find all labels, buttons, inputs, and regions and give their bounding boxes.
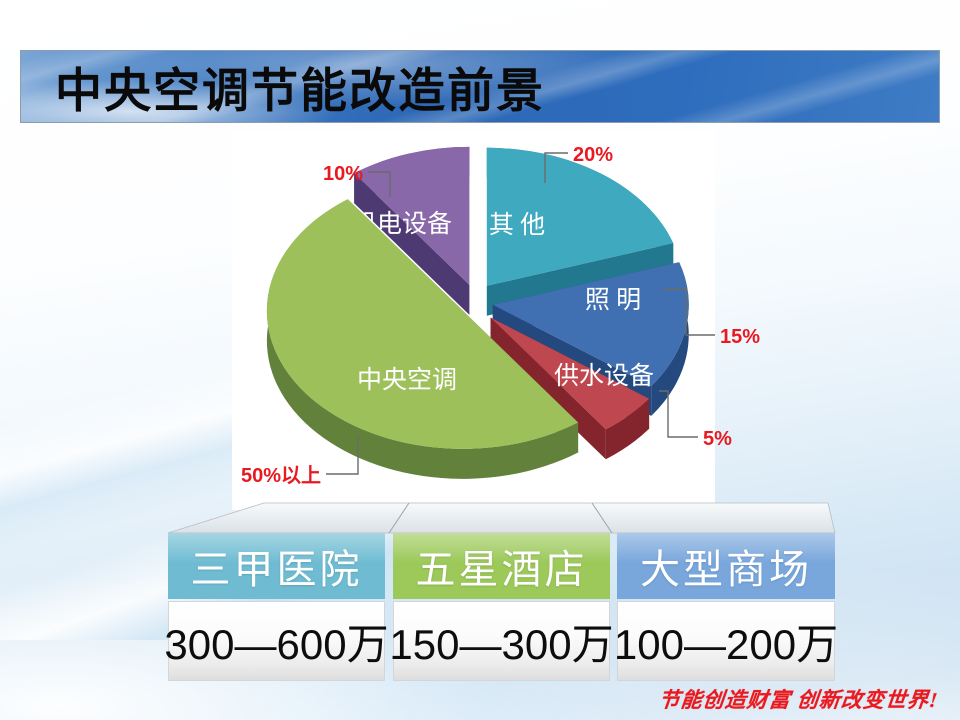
pie-slice-3-rim — [266, 199, 579, 479]
pie-slice-label: 中央空调 — [357, 366, 457, 394]
table-header-hospital: 三甲医院 — [168, 533, 385, 599]
table-header-row: 三甲医院 五星酒店 大型商场 — [168, 533, 835, 599]
table-header-hotel: 五星酒店 — [393, 533, 610, 599]
pie-leader-line — [663, 288, 715, 336]
table-value-hotel: 150—300万 — [389, 601, 614, 681]
table-value-mall: 100—200万 — [614, 601, 838, 681]
pie-callouts: 20% 10% 15% 5% 50%以上 — [241, 144, 760, 487]
pie-percent-label: 20% — [573, 144, 613, 166]
table-top-face — [167, 502, 836, 534]
pie-leader-line — [659, 390, 698, 438]
table-top-seam-left — [388, 502, 410, 534]
pie-slice-label: 其 他 — [489, 211, 545, 239]
table-value-hospital: 300—600万 — [164, 601, 389, 681]
pie-slice-3-face — [266, 199, 579, 449]
pie-leader-line — [368, 171, 391, 197]
page-title: 中央空调节能改造前景 — [55, 64, 545, 117]
footer-slogan: 节能创造财富 创新改变世界! — [657, 688, 940, 712]
table-top-seam-right — [591, 502, 613, 534]
table-gap — [610, 533, 617, 599]
pie-slice-2-rim — [605, 398, 650, 460]
pie-percent-label: 5% — [703, 428, 732, 450]
title-bar: 中央空调节能改造前景 — [20, 50, 940, 123]
pie-slice-4-face — [354, 146, 470, 285]
pie-leader-line — [544, 152, 568, 183]
table-value-row: 300—600万 150—300万 100—200万 — [164, 601, 838, 681]
pie-leader-line — [326, 435, 359, 475]
pie-slice-1-rim — [651, 262, 689, 416]
pie-percent-label: 50%以上 — [241, 464, 321, 487]
pie-percent-label: 15% — [720, 326, 760, 348]
table-gap — [385, 533, 393, 599]
pie-slice-2-face — [490, 317, 650, 430]
pie-slice-1-face — [492, 262, 689, 386]
pie-slice-label: 照 明 — [585, 287, 641, 314]
pie-slice-0-face — [486, 147, 674, 286]
pie-slice-label: 供水设备 — [554, 362, 654, 390]
table-header-mall: 大型商场 — [617, 533, 835, 599]
table-3d-top-surface — [167, 502, 836, 534]
pie-slice-4-side — [354, 173, 470, 315]
pie-percent-label: 10% — [323, 163, 363, 185]
